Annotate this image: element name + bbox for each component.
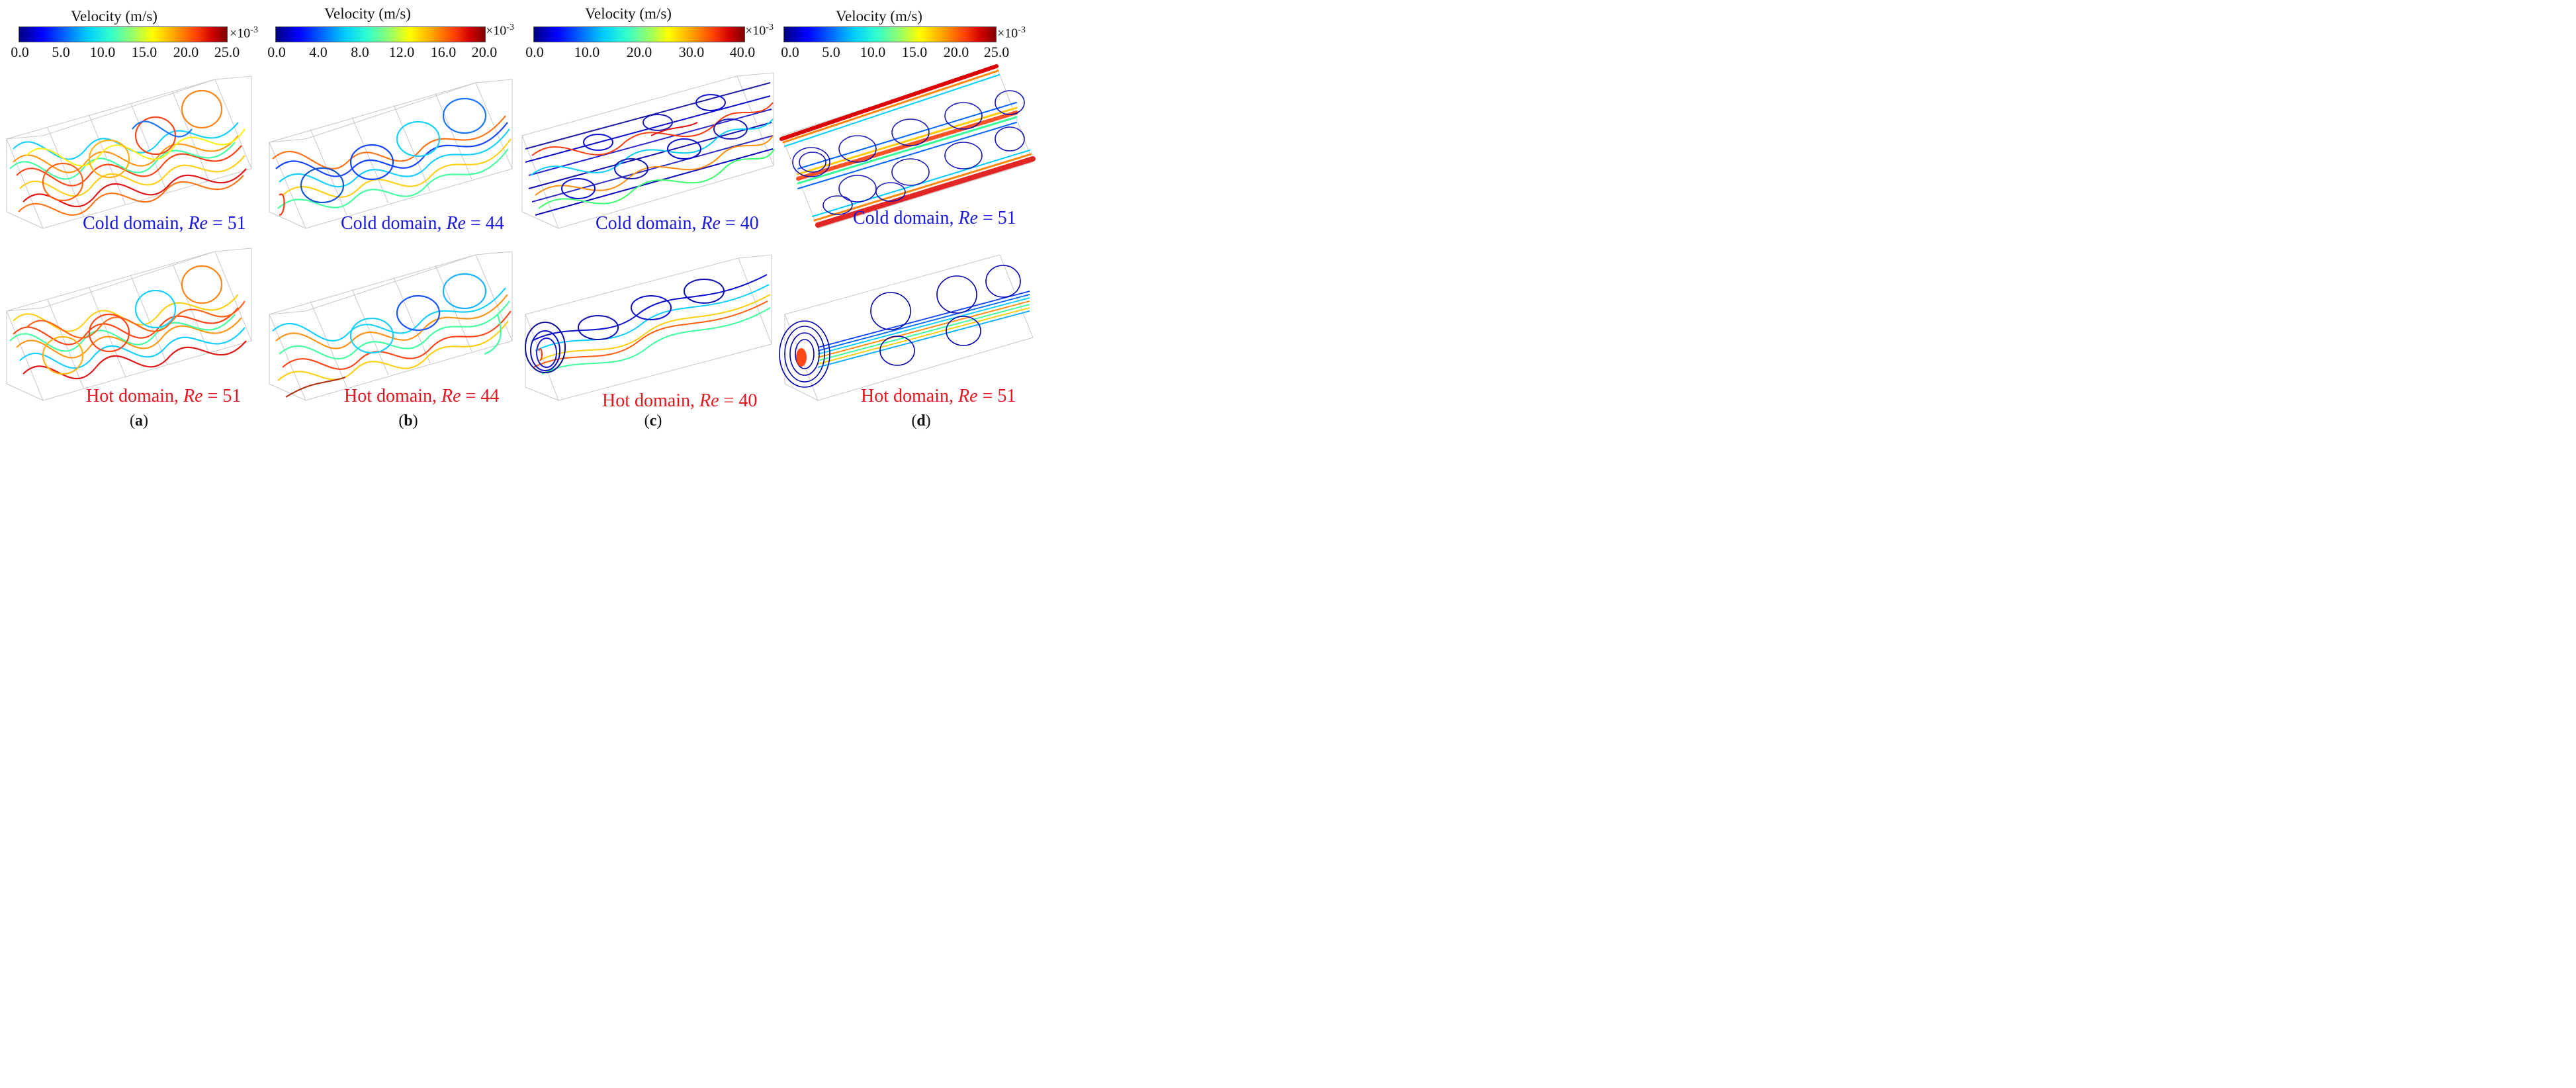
- colorbar-tick: 0.0: [267, 44, 286, 60]
- colorbar-tick: 20.0: [173, 44, 199, 60]
- colorbar: [533, 26, 745, 42]
- colorbar-tick: 30.0: [678, 44, 705, 60]
- colorbar-title: Velocity (m/s): [71, 8, 157, 24]
- colorbar-tick: 40.0: [729, 44, 756, 60]
- cold-streamline-plot: [6, 75, 252, 229]
- colorbar: [275, 26, 486, 42]
- colorbar: [19, 26, 228, 42]
- hot-domain-label: Hot domain, Re = 51: [86, 386, 242, 406]
- cold-domain-label: Cold domain, Re = 44: [341, 213, 504, 234]
- panel-d: Velocity (m/s) ×10-3 0.0 5.0 10.0 15.0 2…: [778, 0, 1038, 438]
- colorbar-tick: 16.0: [430, 44, 457, 60]
- cold-domain-label: Cold domain, Re = 51: [853, 208, 1016, 228]
- colorbar-multiplier: ×10-3: [486, 23, 514, 38]
- colorbar-tick: 12.0: [388, 44, 415, 60]
- panel-b: Velocity (m/s) ×10-3 0.0 4.0 8.0 12.0 16…: [259, 0, 519, 438]
- colorbar-tick: 0.0: [11, 44, 29, 60]
- colorbar-tick: 10.0: [860, 44, 886, 60]
- colorbar-tick: 10.0: [89, 44, 116, 60]
- colorbar-tick: 0.0: [525, 44, 544, 60]
- colorbar-title: Velocity (m/s): [585, 5, 672, 22]
- panel-label: (c): [644, 412, 662, 430]
- colorbar-tick: 0.0: [781, 44, 799, 60]
- colorbar-multiplier: ×10-3: [997, 25, 1026, 41]
- cold-streamline-plot: [779, 64, 1036, 229]
- colorbar-multiplier: ×10-3: [745, 23, 774, 38]
- colorbar-tick: 20.0: [943, 44, 969, 60]
- panel-c: Velocity (m/s) ×10-3 0.0 10.0 20.0 30.0 …: [519, 0, 778, 438]
- colorbar-tick: 5.0: [52, 44, 70, 60]
- panel-a: Velocity (m/s) ×10-3 0.0 5.0 10.0 15.0 2…: [0, 0, 259, 438]
- panel-label: (b): [398, 412, 418, 430]
- colorbar-tick: 5.0: [822, 44, 840, 60]
- hot-streamline-plot: [269, 251, 513, 401]
- colorbar-tick: 20.0: [626, 44, 652, 60]
- colorbar-multiplier: ×10-3: [230, 25, 258, 41]
- colorbar: [783, 26, 997, 42]
- colorbar-tick: 10.0: [574, 44, 600, 60]
- colorbar-title: Velocity (m/s): [836, 8, 922, 24]
- hot-domain-label: Hot domain, Re = 51: [861, 386, 1016, 406]
- colorbar-title: Velocity (m/s): [324, 5, 411, 22]
- colorbar-tick: 15.0: [131, 44, 157, 60]
- colorbar-tick: 20.0: [471, 44, 498, 60]
- hot-streamline-plot: [525, 254, 772, 401]
- panel-label: (d): [911, 412, 931, 430]
- hot-streamline-plot: [779, 254, 1034, 401]
- colorbar-tick: 25.0: [983, 44, 1010, 60]
- colorbar-tick: 15.0: [901, 44, 928, 60]
- vortex-core: [796, 348, 807, 367]
- hot-streamline-plot: [6, 248, 252, 401]
- hot-domain-label: Hot domain, Re = 40: [602, 390, 758, 411]
- colorbar-tick: 8.0: [351, 44, 369, 60]
- cold-domain-label: Cold domain, Re = 51: [83, 213, 246, 234]
- panel-label: (a): [130, 412, 148, 430]
- colorbar-tick: 25.0: [214, 44, 240, 60]
- cold-domain-label: Cold domain, Re = 40: [596, 213, 759, 234]
- colorbar-tick: 4.0: [309, 44, 328, 60]
- cold-streamline-plot: [521, 72, 775, 229]
- cold-streamline-plot: [269, 79, 513, 229]
- hot-domain-label: Hot domain, Re = 44: [344, 386, 500, 406]
